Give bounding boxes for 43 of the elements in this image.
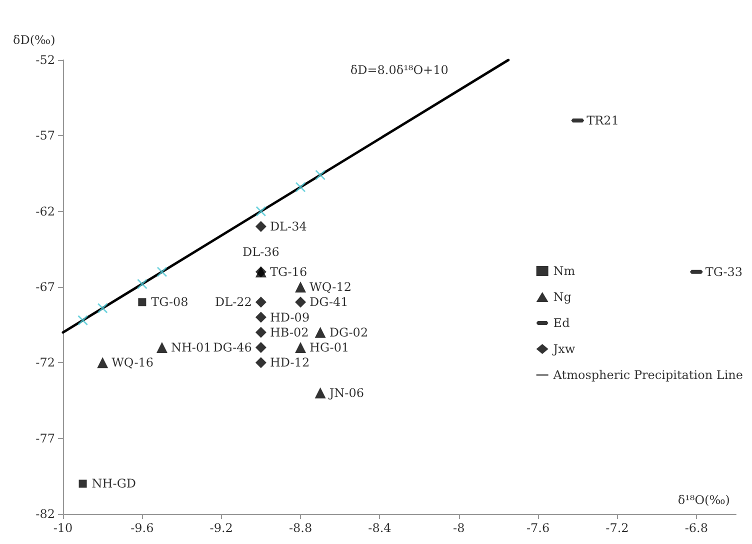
y-axis-title: δD(‰) — [13, 33, 56, 47]
y-tick-label: -72 — [36, 356, 55, 370]
x-tick-label: -7.6 — [526, 521, 550, 535]
annotation: JN-06 — [327, 386, 364, 400]
annotation: TG-16 — [270, 264, 308, 279]
x-tick-label: -8.4 — [368, 521, 392, 535]
x-tick-label: -7.2 — [606, 521, 629, 535]
annotation: DG-46 — [213, 340, 252, 355]
y-tick-label: -67 — [36, 280, 55, 294]
x-tick-label: -9.6 — [130, 521, 154, 535]
annotation: HD-09 — [270, 310, 310, 324]
annotation: DL-36 — [242, 244, 280, 259]
annotation: TR21 — [586, 114, 619, 128]
annotation: TG-08 — [151, 295, 188, 310]
y-tick-label: -62 — [36, 204, 55, 218]
y-tick-label: -52 — [36, 53, 55, 67]
annotation: DL-22 — [215, 295, 252, 310]
annotation: DG-02 — [329, 325, 368, 340]
legend-label: Atmospheric Precipitation Line — [552, 368, 744, 382]
annotation: WQ-12 — [310, 280, 352, 294]
x-axis-title: δ¹⁸O(‰) — [678, 493, 730, 507]
annotation: DL-34 — [270, 219, 308, 234]
annotation: δD=8.0δ¹⁸O+10 — [350, 63, 448, 77]
x-tick-label: -6.8 — [684, 521, 708, 535]
x-tick-label: -8 — [453, 521, 465, 535]
annotation: HG-01 — [310, 340, 350, 355]
legend-label: Nm — [553, 264, 576, 278]
y-tick-label: -57 — [36, 128, 55, 143]
y-tick-label: -82 — [36, 507, 55, 521]
annotation: HB-02 — [270, 325, 309, 340]
y-tick-label: -77 — [36, 431, 55, 446]
annotation: DG-41 — [310, 295, 348, 310]
x-tick-label: -10 — [53, 521, 73, 535]
annotation: HD-12 — [270, 356, 310, 370]
annotation: WQ-16 — [112, 356, 154, 370]
x-tick-label: -9.2 — [210, 521, 233, 535]
annotation: NH-GD — [92, 476, 136, 491]
legend-label: Ng — [553, 290, 572, 304]
annotation: TG-33 — [705, 264, 743, 279]
legend-label: Jxw — [551, 342, 576, 356]
legend-label: Ed — [553, 316, 570, 330]
x-tick-label: -8.8 — [288, 521, 312, 535]
annotation: NH-01 — [170, 340, 212, 355]
